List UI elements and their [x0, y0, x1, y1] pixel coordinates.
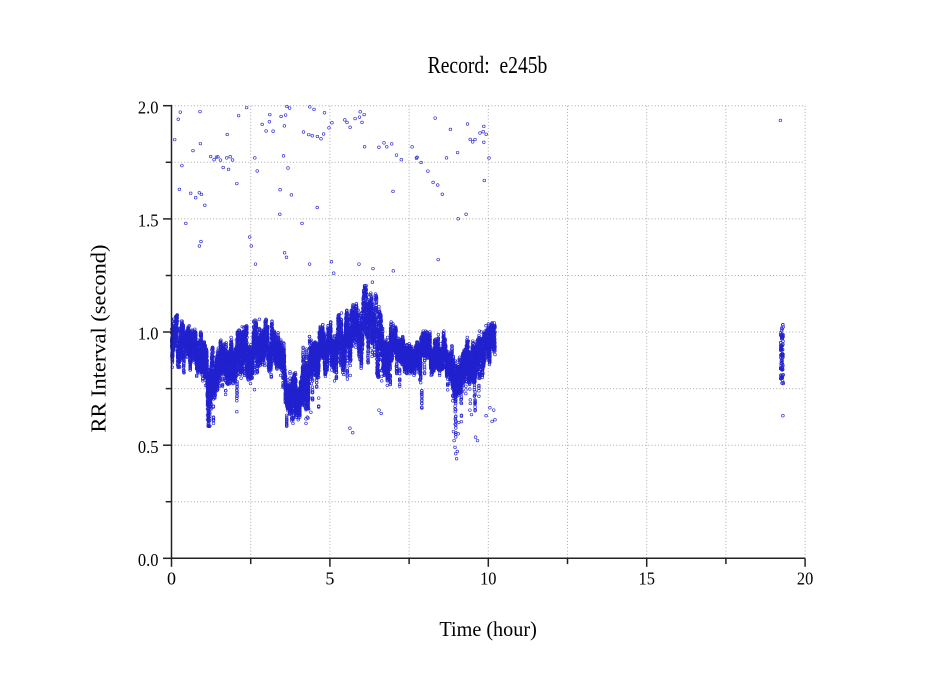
svg-text:0.5: 0.5 — [138, 437, 159, 457]
svg-text:0.0: 0.0 — [138, 550, 159, 570]
svg-text:Time (hour): Time (hour) — [439, 617, 536, 641]
svg-text:10: 10 — [480, 569, 496, 589]
svg-text:2.0: 2.0 — [138, 98, 159, 118]
svg-text:RR Interval (second): RR Interval (second) — [87, 245, 111, 433]
svg-text:1.0: 1.0 — [138, 324, 159, 344]
svg-text:0: 0 — [167, 569, 176, 589]
svg-text:Record: e245b: Record: e245b — [428, 53, 548, 79]
svg-text:15: 15 — [639, 569, 655, 589]
svg-text:5: 5 — [325, 569, 334, 589]
svg-text:20: 20 — [797, 569, 813, 589]
svg-text:1.5: 1.5 — [138, 211, 159, 231]
